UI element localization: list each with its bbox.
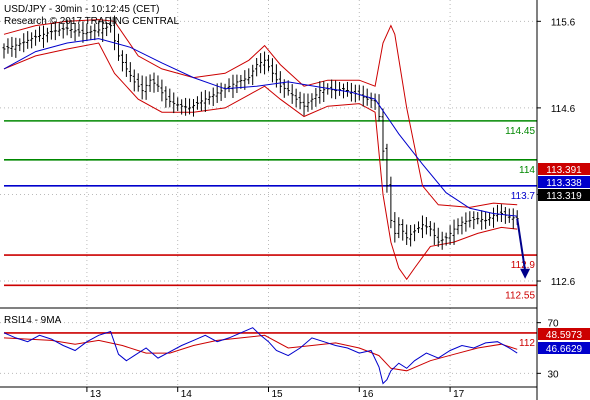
level-label: 112 [519,338,535,349]
level-label: 113.7 [511,191,536,202]
forecast-arrow-head [520,268,531,279]
price-tag-label: 113.391 [546,165,582,176]
price-grid [0,0,537,386]
x-tick-label: 15 [272,389,284,400]
chart-title: USD/JPY - 30min - 10:12:45 (CET) [4,4,159,15]
rsi-tag-box [538,342,590,354]
x-tick-label: 17 [453,389,465,400]
price-tag-box [538,163,590,175]
bollinger-lower [3,42,518,281]
moving-average-line [3,38,518,217]
rsi-tag-label: 48.5973 [546,330,583,341]
rsi-panel-title: RSI14 - 9MA [4,315,62,326]
rsi-tag-label: 46.6629 [546,344,583,355]
rsi-grid [0,322,537,374]
rsi-ma-line [3,334,518,372]
rsi-series-group [3,327,518,385]
price-tag-box [538,189,590,201]
level-label: 112.9 [511,260,536,271]
forecast-arrow-shaft [516,218,527,271]
price-tag-label: 113.319 [546,191,582,202]
price-tag-box [538,176,590,188]
x-tick-label: 16 [362,389,374,400]
level-label: 112.55 [505,290,535,301]
price-tags: 113.391 113.338 113.319 48.5973 46.6629 [538,163,590,355]
price-tag-label: 113.338 [546,178,582,189]
rsi-tag-box [538,328,590,340]
chart-copyright: Research © 2017 TRADING CENTRAL [4,16,179,27]
price-tick-label: 114.6 [551,104,576,115]
price-tick-label: 112.6 [551,277,576,288]
rsi-line [3,327,518,385]
x-tick-label: 13 [90,389,102,400]
price-tick-label: 115.6 [551,17,576,28]
rsi-tick-label: 30 [547,369,559,380]
price-series-group [2,15,531,281]
rsi-tick-label: 70 [547,319,559,330]
level-label: 114 [519,165,535,176]
key-levels: 114.45 114 113.7 112.9 112.55 112 [4,120,537,349]
level-label: 114.45 [505,126,535,137]
x-tick-label: 14 [181,389,193,400]
